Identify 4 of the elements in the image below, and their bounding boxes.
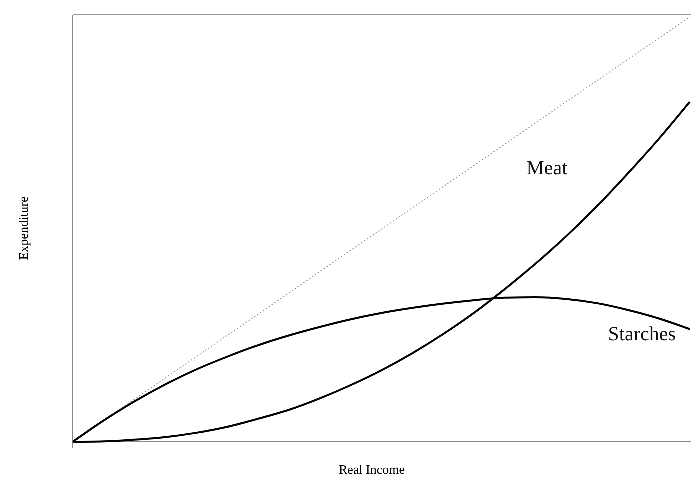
x-axis-title: Real Income bbox=[338, 462, 406, 477]
text: Meat bbox=[526, 157, 568, 180]
series-label: Starches bbox=[608, 323, 676, 346]
y-axis-title: Expenditure bbox=[16, 196, 31, 260]
